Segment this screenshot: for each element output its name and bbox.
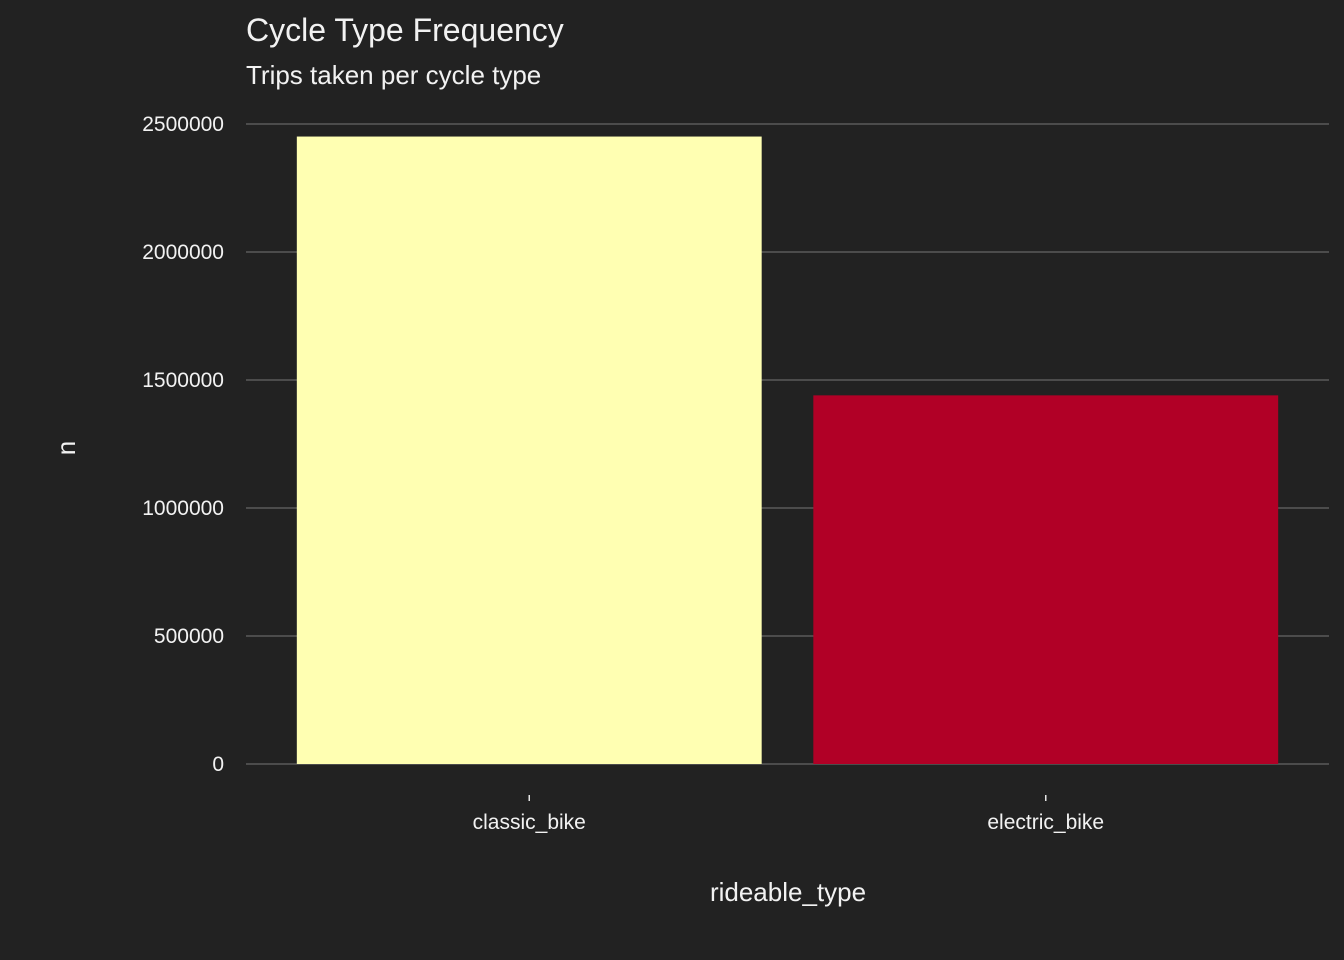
x-axis-title: rideable_type [710, 877, 866, 907]
y-tick-label: 1000000 [142, 497, 224, 520]
y-tick-label: 2000000 [142, 241, 224, 264]
bar-classic-bike [296, 136, 762, 764]
x-tick-label: electric_bike [987, 811, 1104, 834]
y-tick-label: 2500000 [142, 113, 224, 136]
bars [296, 136, 1279, 764]
x-axis-ticks: classic_bike electric_bike [473, 795, 1104, 834]
x-tick-label: classic_bike [473, 811, 586, 834]
y-tick-label: 1500000 [142, 369, 224, 392]
chart-title: Cycle Type Frequency [246, 12, 564, 48]
chart-subtitle: Trips taken per cycle type [246, 60, 541, 90]
bar-electric-bike [813, 395, 1279, 764]
y-tick-label: 500000 [154, 625, 224, 648]
y-tick-label: 0 [212, 753, 224, 776]
y-axis-tick-labels: 0 500000 1000000 1500000 2000000 2500000 [142, 113, 224, 776]
y-axis-title: n [51, 441, 81, 455]
